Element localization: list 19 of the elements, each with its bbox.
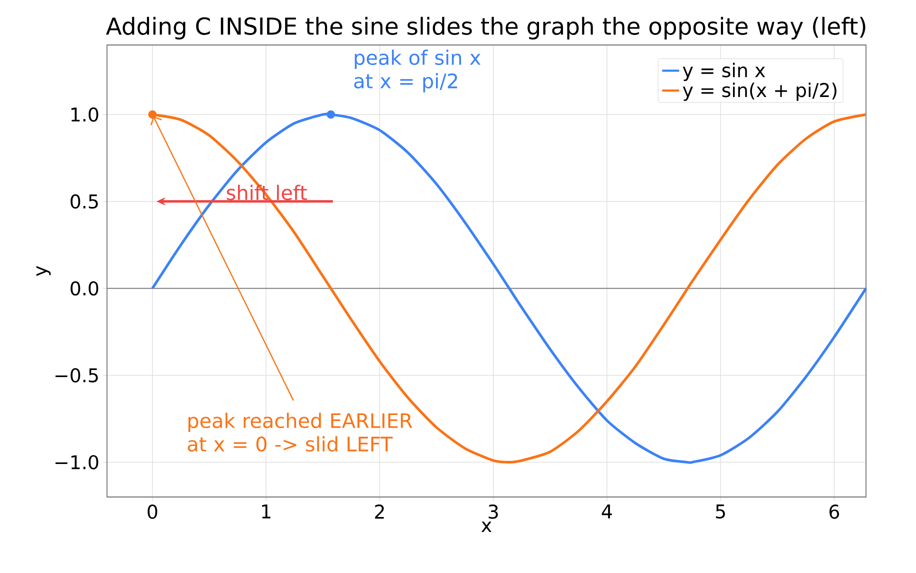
x-tick-label: 3 [488, 504, 498, 519]
x-tick-label: 6 [830, 504, 840, 519]
legend-label: y = sin(x + pi/2) [682, 82, 836, 101]
chart-title: Adding C INSIDE the sine slides the graph the opposite way (left) [106, 16, 866, 40]
x-tick-label: 5 [716, 504, 725, 519]
x-axis-title: x [481, 522, 492, 532]
annotation: peak reached EARLIER at x = 0 -> slid LEFT [188, 412, 412, 452]
y-tick-label: 0.0 [70, 281, 98, 296]
y-tick-label: 1.0 [71, 107, 98, 122]
legend-label: y = sin x [682, 62, 766, 82]
y-tick-label: 0.5 [70, 194, 98, 209]
y-tick-label: −0.5 [56, 368, 98, 382]
x-tick-label: 4 [602, 504, 612, 518]
y-axis-title: y [36, 266, 51, 276]
y-tick-label: −1.0 [56, 455, 98, 470]
x-tick-label: 0 [148, 504, 158, 519]
x-tick-label: 2 [375, 504, 384, 519]
annotation: peak of sin x at x = pi/2 [354, 50, 481, 92]
x-tick-label: 1 [262, 504, 270, 518]
